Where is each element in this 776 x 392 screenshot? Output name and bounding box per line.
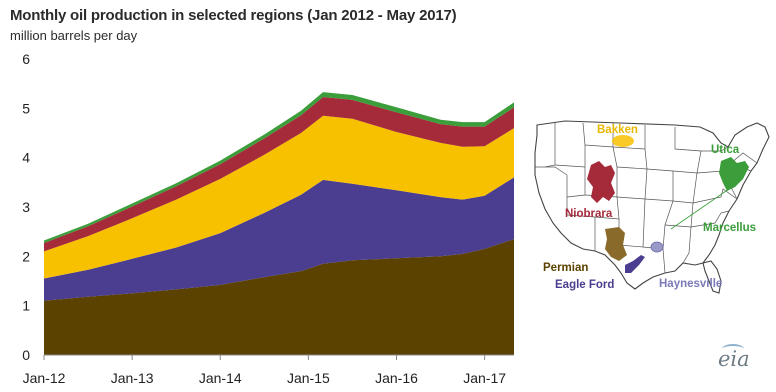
area-series-group: [44, 92, 514, 355]
y-tick-label: 1: [22, 298, 30, 314]
us-shale-regions-map: Bakken Utica Niobrara Marcellus Permian …: [525, 105, 776, 305]
haynesville-region: [650, 241, 664, 253]
state-lines: [535, 122, 758, 274]
florida-outline: [702, 260, 722, 294]
eagle-ford-region: [625, 255, 645, 273]
map-label-permian: Permian: [543, 262, 588, 274]
niobrara-region: [587, 161, 615, 203]
area-series-1: [44, 239, 514, 355]
map-label-eagle-ford: Eagle Ford: [555, 279, 614, 291]
permian-region: [605, 227, 627, 261]
y-axis: 0 1 2 3 4 5 6: [22, 51, 30, 363]
map-label-marcellus: Marcellus: [703, 222, 756, 234]
x-tick-label: Jan-13: [111, 370, 154, 386]
bakken-region: [612, 135, 634, 147]
us-map-graphic: Bakken Utica Niobrara Marcellus Permian …: [534, 120, 770, 294]
x-tick-label: Jan-12: [23, 370, 66, 386]
map-label-utica: Utica: [711, 144, 740, 156]
map-label-niobrara: Niobrara: [565, 208, 613, 220]
y-tick-label: 5: [22, 100, 30, 116]
utica-marcellus-region: [719, 157, 749, 191]
area-series-2: [44, 177, 514, 301]
chart-subtitle: million barrels per day: [10, 28, 138, 43]
x-tick-label: Jan-16: [375, 370, 418, 386]
y-tick-label: 6: [22, 51, 30, 67]
map-label-haynesville: Haynesville: [659, 278, 722, 290]
us-outline: [534, 120, 770, 290]
y-tick-label: 2: [22, 248, 30, 264]
x-axis: Jan-12 Jan-13 Jan-14 Jan-15 Jan-16 Jan-17: [23, 354, 514, 386]
map-label-bakken: Bakken: [597, 124, 638, 136]
x-tick-label: Jan-17: [463, 370, 506, 386]
chart-title: Monthly oil production in selected regio…: [10, 7, 457, 24]
y-tick-label: 3: [22, 199, 30, 215]
area-series-3: [44, 115, 514, 279]
y-tick-label: 0: [22, 347, 30, 363]
x-tick-label: Jan-15: [287, 370, 330, 386]
marcellus-leader: [670, 188, 730, 230]
y-tick-label: 4: [22, 150, 30, 166]
x-tick-label: Jan-14: [199, 370, 242, 386]
eia-logo-arc: [722, 344, 744, 354]
eia-logo: eia: [718, 344, 750, 371]
